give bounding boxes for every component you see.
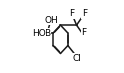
Text: F: F [69, 9, 74, 18]
Text: F: F [81, 28, 87, 37]
Text: Cl: Cl [72, 54, 81, 63]
Text: B: B [44, 29, 50, 38]
Text: F: F [82, 9, 87, 18]
Text: HO: HO [32, 29, 46, 38]
Text: OH: OH [44, 15, 58, 25]
